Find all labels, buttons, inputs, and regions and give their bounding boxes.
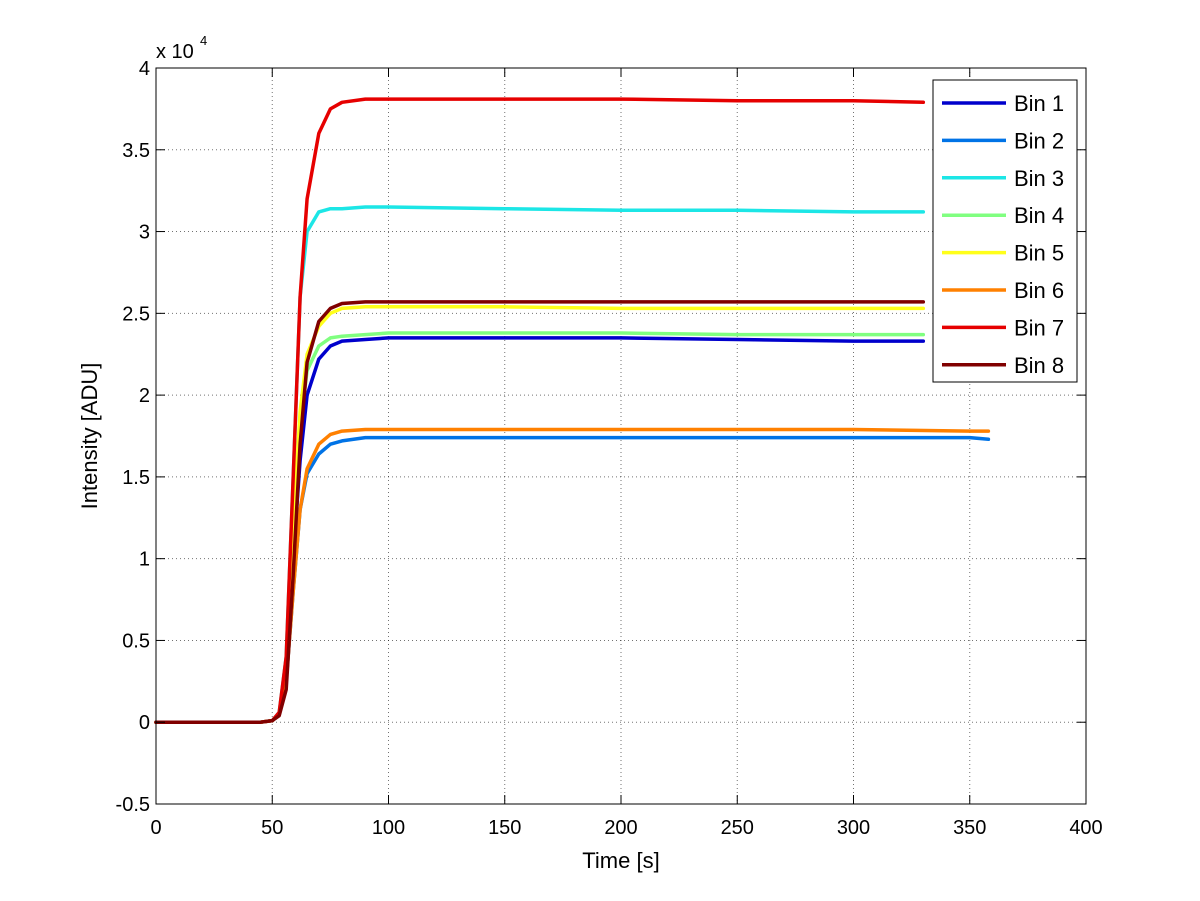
x-tick-label: 250	[721, 817, 754, 839]
x-tick-label: 350	[953, 817, 986, 839]
y-tick-label: 2	[139, 385, 150, 407]
x-tick-label: 100	[372, 817, 405, 839]
series-line-bin-8	[154, 300, 926, 724]
x-tick-label: 150	[488, 817, 521, 839]
y-tick-label: 3	[139, 222, 150, 244]
y-tick-label: 3.5	[122, 140, 150, 162]
legend-label-bin-1: Bin 1	[1014, 91, 1064, 116]
y-tick-label: 2.5	[122, 303, 150, 325]
legend: Bin 1 Bin 2 Bin 3 Bin 4 Bin 5 Bin 6 Bin 7 Bin 8	[932, 79, 1078, 383]
x-tick-label: 200	[604, 817, 637, 839]
y-tick-label: 4	[139, 58, 150, 80]
y-multiplier-exponent: 4	[200, 33, 207, 48]
legend-label-bin-5: Bin 5	[1014, 241, 1064, 266]
legend-label-bin-4: Bin 4	[1014, 203, 1064, 228]
x-tick-label: 50	[261, 817, 283, 839]
x-axis-title: Time [s]	[582, 848, 659, 873]
y-axis-title: Intensity [ADU]	[77, 363, 102, 510]
x-tick-label: 300	[837, 817, 870, 839]
tick-labels: 0 50 100 150 200 250 300 350 400-0.500.511.522.5…	[116, 58, 1103, 839]
legend-box	[932, 79, 1078, 383]
legend-label-bin-6: Bin 6	[1014, 278, 1064, 303]
legend-label-bin-7: Bin 7	[1014, 315, 1064, 340]
legend-label-bin-3: Bin 3	[1014, 166, 1064, 191]
x-tick-label: 0	[150, 817, 161, 839]
y-tick-label: 0	[139, 712, 150, 734]
axis-ticks	[155, 67, 1087, 805]
legend-label-bin-8: Bin 8	[1014, 353, 1064, 378]
legend-label-bin-2: Bin 2	[1014, 128, 1064, 153]
x-tick-label: 400	[1069, 817, 1102, 839]
y-tick-label: -0.5	[116, 794, 150, 816]
y-tick-label: 1	[139, 549, 150, 571]
y-multiplier-label: x 10	[156, 41, 194, 63]
y-tick-label: 0.5	[122, 630, 150, 652]
y-tick-label: 1.5	[122, 467, 150, 489]
series-lines	[154, 97, 991, 724]
